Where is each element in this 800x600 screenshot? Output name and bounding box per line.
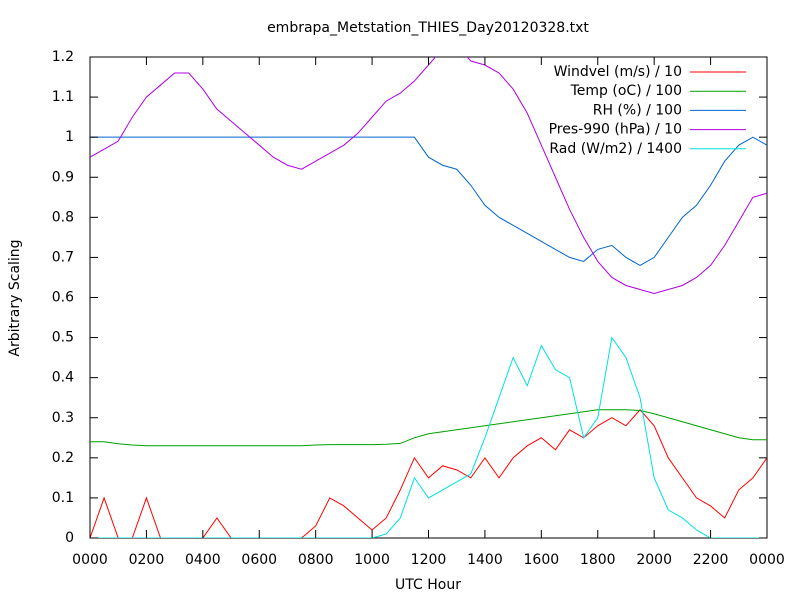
y-tick-label: 1.2 bbox=[52, 49, 74, 65]
legend-label: Pres-990 (hPa) / 10 bbox=[549, 122, 682, 138]
x-tick-label: 0400 bbox=[185, 552, 221, 568]
x-tick-label: 0800 bbox=[298, 552, 334, 568]
x-tick-label: 1600 bbox=[524, 552, 560, 568]
x-tick-label: 1800 bbox=[580, 552, 616, 568]
x-tick-label: 2200 bbox=[693, 552, 729, 568]
y-tick-label: 0.2 bbox=[52, 450, 74, 466]
y-tick-label: 0.5 bbox=[52, 330, 74, 346]
series-line bbox=[90, 408, 767, 538]
x-tick-label: 0200 bbox=[129, 552, 165, 568]
x-axis-label: UTC Hour bbox=[395, 577, 461, 593]
y-axis-label: Arbitrary Scaling bbox=[7, 239, 23, 356]
legend-label: Rad (W/m2) / 1400 bbox=[549, 141, 682, 157]
legend-label: RH (%) / 100 bbox=[593, 102, 682, 118]
plot-area bbox=[90, 57, 767, 538]
x-tick-label: 0000 bbox=[749, 552, 785, 568]
x-tick-label: 0600 bbox=[241, 552, 277, 568]
y-tick-label: 0 bbox=[65, 530, 74, 546]
legend-label: Temp (oC) / 100 bbox=[570, 83, 682, 99]
chart-title: embrapa_Metstation_THIES_Day20120328.txt bbox=[267, 20, 589, 36]
y-tick-label: 1.1 bbox=[52, 89, 74, 105]
x-tick-label: 1200 bbox=[411, 552, 447, 568]
series-line bbox=[90, 409, 767, 447]
y-tick-label: 1 bbox=[65, 129, 74, 145]
series-line bbox=[90, 336, 767, 538]
y-tick-label: 0.7 bbox=[52, 249, 74, 265]
y-tick-label: 0.3 bbox=[52, 410, 74, 426]
series-line bbox=[90, 136, 767, 267]
series-line bbox=[90, 57, 767, 295]
y-tick-label: 0.9 bbox=[52, 169, 74, 185]
x-tick-label: 0000 bbox=[72, 552, 108, 568]
x-tick-label: 1400 bbox=[467, 552, 503, 568]
y-tick-label: 0.8 bbox=[52, 209, 74, 225]
y-tick-label: 0.1 bbox=[52, 490, 74, 506]
legend-label: Windvel (m/s) / 10 bbox=[554, 64, 682, 80]
x-tick-label: 2000 bbox=[636, 552, 672, 568]
y-tick-label: 0.4 bbox=[52, 370, 74, 386]
x-tick-label: 1000 bbox=[354, 552, 390, 568]
y-tick-label: 0.6 bbox=[52, 290, 74, 306]
